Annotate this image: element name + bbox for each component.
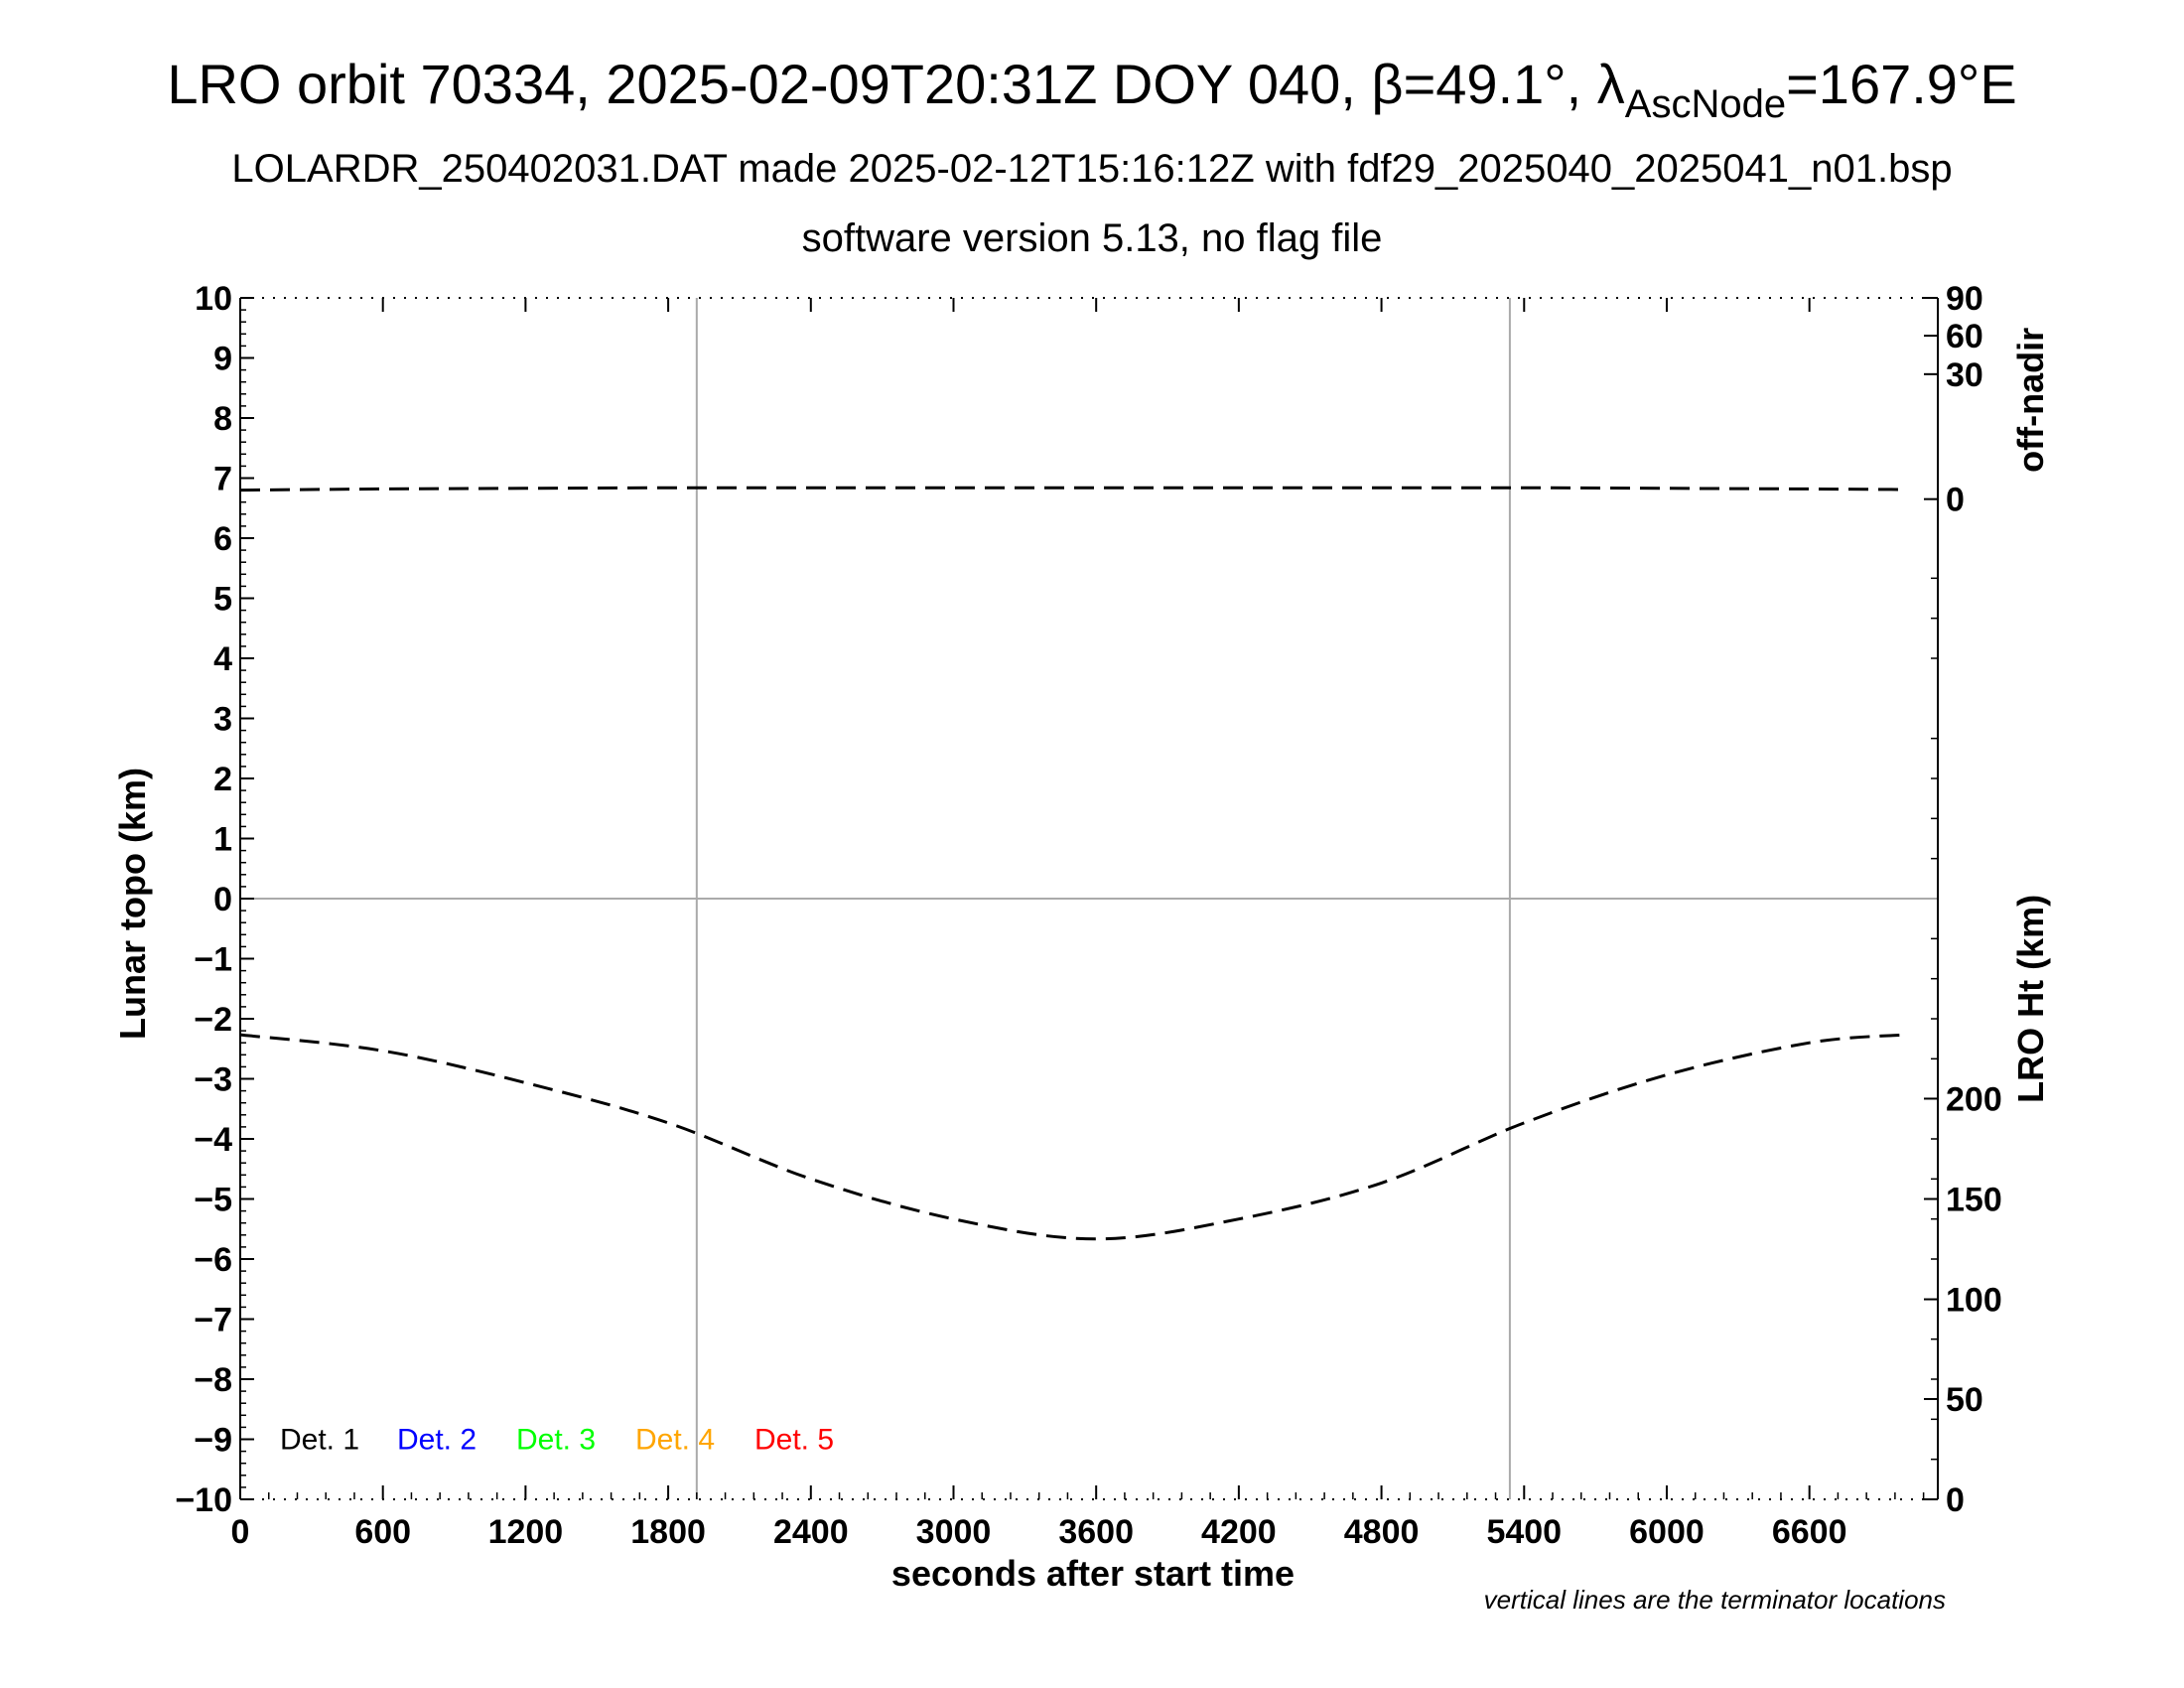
- x-axis-title: seconds after start time: [891, 1553, 1295, 1594]
- y-tick-label: 6: [213, 520, 232, 558]
- y-tick-label: 5: [213, 581, 232, 619]
- chart-title: LRO orbit 70334, 2025-02-09T20:31Z DOY 0…: [0, 52, 2184, 127]
- x-tick-label: 5400: [1486, 1513, 1562, 1551]
- y-tick-label: −3: [194, 1061, 232, 1099]
- y-tick-label: −1: [194, 941, 232, 979]
- data-series: [239, 486, 1905, 1241]
- y-tick-label: −8: [194, 1361, 232, 1399]
- offnadir-tick-label: 60: [1946, 318, 1983, 355]
- legend-entry-det-3: Det. 3: [516, 1424, 596, 1457]
- height-tick-label: 200: [1946, 1080, 2002, 1118]
- y-tick-label: −6: [194, 1241, 232, 1279]
- x-tick-label: 1200: [488, 1513, 564, 1551]
- y-tick-label: 4: [213, 640, 232, 678]
- y-axis-right-bottom-title: LRO Ht (km): [2010, 895, 2051, 1103]
- y-tick-label: −4: [194, 1121, 232, 1159]
- y-tick-label: 9: [213, 341, 232, 378]
- chart-subtitle-file: LOLARDR_250402031.DAT made 2025-02-12T15…: [231, 147, 1953, 191]
- chart-title-main: LRO orbit 70334, 2025-02-09T20:31Z DOY 0…: [167, 53, 1625, 115]
- lro-height-line: [239, 1033, 1905, 1241]
- grid-lines: [240, 298, 1938, 1499]
- y-tick-label: −5: [194, 1182, 232, 1219]
- x-tick-label: 6600: [1772, 1513, 1847, 1551]
- terminator-note: vertical lines are the terminator locati…: [1484, 1585, 1946, 1615]
- offnadir-tick-label: 0: [1946, 482, 1965, 519]
- height-tick-label: 100: [1946, 1282, 2002, 1320]
- y-tick-label: 3: [213, 701, 232, 739]
- x-axis: 0 600 1200 1800 2400 3000 3600 4200 4800 5400 6000…: [231, 298, 1925, 1551]
- y-tick-label: −7: [194, 1302, 232, 1339]
- y-tick-label: 0: [213, 881, 232, 918]
- legend-entry-det-5: Det. 5: [754, 1424, 834, 1457]
- x-tick-label: 1800: [630, 1513, 706, 1551]
- y-axis-right-top-title: off-nadir: [2010, 328, 2051, 473]
- x-tick-label: 2400: [773, 1513, 849, 1551]
- offnadir-tick-label: 30: [1946, 356, 1983, 394]
- legend-entry-det-2: Det. 2: [397, 1424, 477, 1457]
- y-tick-label: 8: [213, 400, 232, 438]
- y-axis-left-title: Lunar topo (km): [112, 768, 153, 1040]
- x-tick-label: 6000: [1629, 1513, 1705, 1551]
- x-tick-label: 3600: [1058, 1513, 1134, 1551]
- legend-entry-det-1: Det. 1: [280, 1424, 359, 1457]
- y-tick-label: 2: [213, 761, 232, 798]
- chart-subtitle-version: software version 5.13, no flag file: [801, 216, 1383, 260]
- x-tick-label: 4200: [1201, 1513, 1277, 1551]
- offnadir-tick-label: 90: [1946, 280, 1983, 318]
- x-tick-label: 0: [231, 1513, 250, 1551]
- y-tick-label: 1: [213, 821, 232, 859]
- legend: Det. 1 Det. 2 Det. 3 Det. 4 Det. 5: [280, 1424, 834, 1457]
- y-tick-label: −9: [194, 1422, 232, 1460]
- chart-title-tail: =167.9°E: [1786, 53, 2017, 115]
- x-tick-label: 4800: [1344, 1513, 1420, 1551]
- chart-title-subscript: AscNode: [1624, 82, 1787, 126]
- y-tick-label: −2: [194, 1001, 232, 1039]
- height-tick-label: 150: [1946, 1182, 2002, 1219]
- x-tick-label: 600: [354, 1513, 411, 1551]
- y-tick-label: 10: [195, 280, 232, 318]
- height-tick-label: 0: [1946, 1481, 1965, 1519]
- y-tick-label: −10: [175, 1481, 232, 1519]
- y-tick-label: 7: [213, 461, 232, 498]
- legend-entry-det-4: Det. 4: [635, 1424, 715, 1457]
- x-tick-label: 3000: [916, 1513, 992, 1551]
- height-tick-label: 50: [1946, 1381, 1983, 1419]
- offnadir-line: [239, 486, 1905, 492]
